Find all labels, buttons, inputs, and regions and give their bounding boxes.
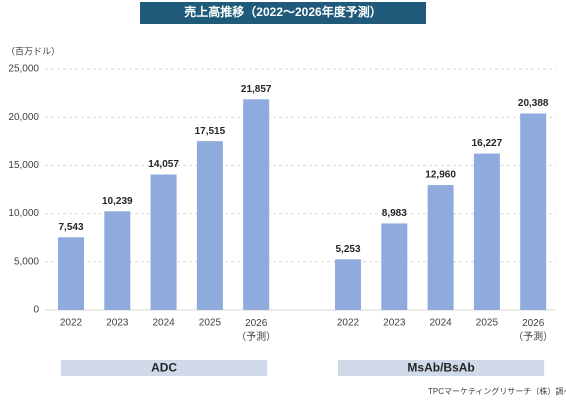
bar <box>58 237 84 310</box>
bar <box>473 153 500 310</box>
y-tick-label: 20,000 <box>8 112 39 123</box>
value-label: 17,515 <box>195 126 226 137</box>
group-label: ADC <box>151 361 177 375</box>
bar <box>243 99 270 310</box>
chart-title: 売上高推移（2022～2026年度予測） <box>184 4 381 19</box>
value-label: 14,057 <box>148 159 179 170</box>
value-label: 8,983 <box>382 208 407 219</box>
bar <box>150 174 177 310</box>
value-label: 12,960 <box>425 170 456 181</box>
bar <box>335 259 361 310</box>
bar <box>196 141 223 310</box>
y-tick-label: 5,000 <box>14 256 39 267</box>
x-tick-label: 2024 <box>429 318 452 329</box>
y-unit: （百万ドル） <box>6 46 60 56</box>
value-label: 7,543 <box>58 222 83 233</box>
bar <box>520 113 547 310</box>
x-tick-label: 2024 <box>152 318 175 329</box>
x-tick-label: 2025 <box>476 318 499 329</box>
value-label: 21,857 <box>241 84 272 95</box>
x-tick-label: 2022 <box>60 318 83 329</box>
y-tick-label: 25,000 <box>8 64 39 75</box>
value-label: 20,388 <box>518 98 549 109</box>
group-band <box>338 360 545 376</box>
title-box <box>140 2 426 24</box>
bar <box>104 211 131 310</box>
group-label: MsAb/BsAb <box>407 361 474 375</box>
bar <box>381 223 408 310</box>
value-label: 10,239 <box>102 196 133 207</box>
value-label: 16,227 <box>472 138 503 149</box>
value-label: 5,253 <box>335 244 360 255</box>
y-tick-label: 0 <box>33 305 39 316</box>
x-tick-label: 2026 （予測） <box>513 318 553 343</box>
x-tick-label: 2025 <box>199 318 222 329</box>
x-tick-label: 2026 （予測） <box>236 318 276 343</box>
x-tick-label: 2023 <box>106 318 129 329</box>
x-tick-label: 2022 <box>337 318 360 329</box>
group-band <box>61 360 268 376</box>
y-tick-label: 15,000 <box>8 160 39 171</box>
y-tick-label: 10,000 <box>8 208 39 219</box>
bar <box>427 185 454 310</box>
source: TPCマーケティングリサーチ（株）調べ <box>428 386 566 396</box>
x-tick-label: 2023 <box>383 318 406 329</box>
